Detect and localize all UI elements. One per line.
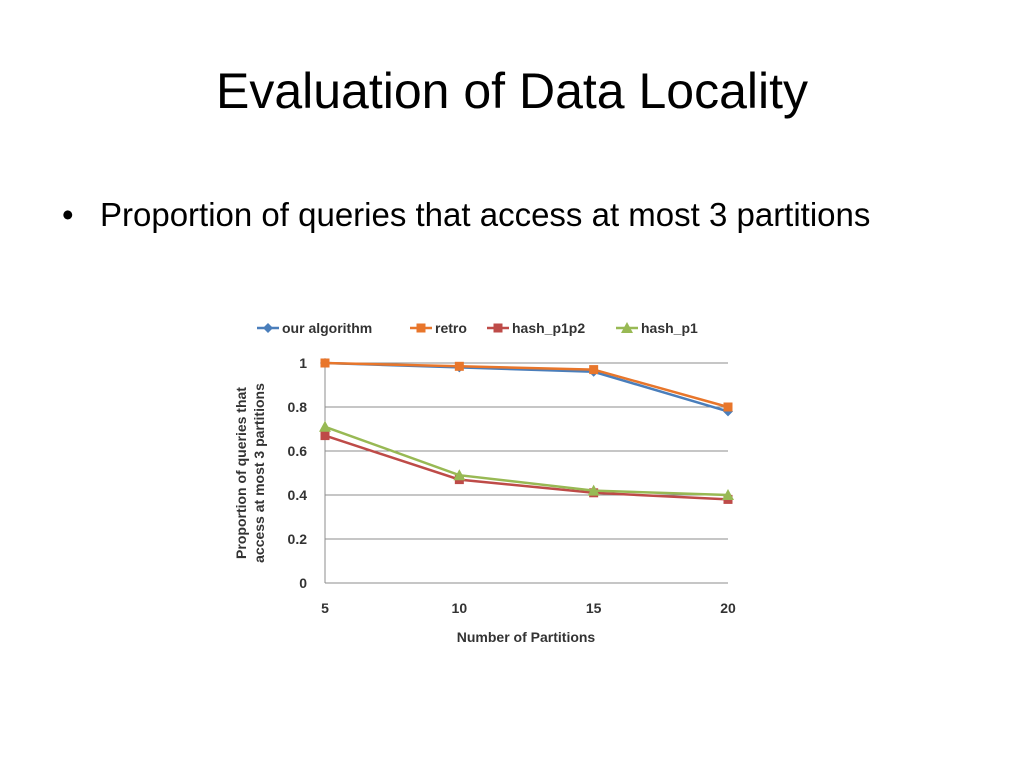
legend-item: hash_p1 <box>616 320 698 336</box>
y-tick-label: 0.6 <box>288 443 308 459</box>
x-tick-label: 15 <box>586 600 602 616</box>
chart-legend: our algorithm retro hash_p1p2 hash_p1 <box>257 320 698 336</box>
data-point <box>589 365 599 375</box>
y-axis-label: Proportion of queries that access at most… <box>233 383 267 563</box>
series-hash-p1 <box>319 420 734 500</box>
series-line <box>324 361 729 409</box>
chart-series <box>319 358 734 504</box>
legend-label: hash_p1p2 <box>512 320 585 336</box>
legend-marker <box>416 323 426 333</box>
x-axis-label: Number of Partitions <box>457 629 596 645</box>
data-point <box>319 420 331 432</box>
y-tick-label: 1 <box>299 355 307 371</box>
legend-marker <box>493 323 503 333</box>
legend-item: our algorithm <box>257 320 372 336</box>
series-line <box>324 434 729 501</box>
series-retro <box>320 358 733 412</box>
y-tick-label: 0 <box>299 575 307 591</box>
y-tick-label: 0.8 <box>288 399 308 415</box>
x-tick-label: 5 <box>321 600 329 616</box>
data-point <box>722 489 734 500</box>
legend-label: hash_p1 <box>641 320 698 336</box>
series-line <box>324 361 729 413</box>
legend-item: hash_p1p2 <box>487 320 585 336</box>
y-tick-label: 0.4 <box>288 487 308 503</box>
y-tick-label: 0.2 <box>288 531 308 547</box>
chart-axes: 00.20.40.60.815 10 15 20 <box>288 355 736 616</box>
line-chart: our algorithm retro hash_p1p2 hash_p1 0 0.2 0… <box>233 320 736 645</box>
legend-item: retro <box>410 320 467 336</box>
series-line <box>324 425 729 497</box>
x-tick-label: 10 <box>452 600 468 616</box>
data-point <box>454 361 464 371</box>
legend-label: our algorithm <box>282 320 372 336</box>
legend-marker <box>621 322 633 333</box>
data-point <box>587 484 600 496</box>
data-point <box>453 469 466 481</box>
x-tick-label: 20 <box>720 600 736 616</box>
data-point <box>320 431 330 441</box>
slide-title: Evaluation of Data Locality <box>215 63 809 119</box>
data-point <box>723 402 733 412</box>
bullet-text: Proportion of queries that access at mos… <box>100 196 871 233</box>
data-point <box>320 358 330 368</box>
legend-label: retro <box>435 320 467 336</box>
bullet-marker: • <box>62 196 74 233</box>
legend-marker <box>263 323 273 333</box>
